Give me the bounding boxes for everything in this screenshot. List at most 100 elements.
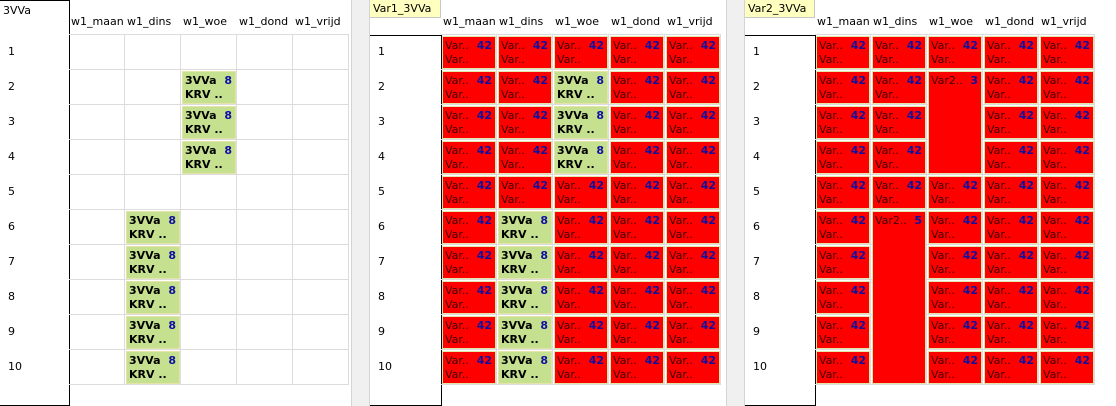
lesson-cell[interactable]: Var.. 42 Var..	[928, 316, 982, 349]
lesson-cell[interactable]: Var.. 42 Var..	[816, 211, 870, 244]
lesson-cell[interactable]: 3VVa 8 KRV ..	[126, 316, 180, 349]
lesson-cell[interactable]: 3VVa 8 KRV ..	[498, 211, 552, 244]
lesson-cell[interactable]: Var2.. 3	[928, 71, 982, 174]
lesson-cell[interactable]: Var.. 42 Var..	[666, 36, 720, 69]
lesson-cell[interactable]: Var.. 42 Var..	[442, 36, 496, 69]
lesson-cell[interactable]: Var.. 42 Var..	[442, 351, 496, 384]
lesson-cell[interactable]: Var.. 42 Var..	[816, 246, 870, 279]
lesson-cell[interactable]: 3VVa 8 KRV ..	[554, 106, 608, 139]
lesson-cell[interactable]: Var.. 42 Var..	[984, 36, 1038, 69]
lesson-cell[interactable]: Var.. 42 Var..	[666, 246, 720, 279]
lesson-cell[interactable]: Var.. 42 Var..	[554, 246, 608, 279]
lesson-cell[interactable]: Var.. 42 Var..	[442, 176, 496, 209]
lesson-cell[interactable]: Var.. 42 Var..	[1040, 246, 1094, 279]
lesson-cell[interactable]: Var.. 42 Var..	[442, 211, 496, 244]
lesson-cell[interactable]: Var.. 42 Var..	[984, 351, 1038, 384]
lesson-cell[interactable]: Var.. 42 Var..	[1040, 106, 1094, 139]
lesson-cell[interactable]: 3VVa 8 KRV ..	[126, 351, 180, 384]
lesson-cell[interactable]: 3VVa 8 KRV ..	[498, 316, 552, 349]
lesson-cell[interactable]: Var.. 42 Var..	[442, 71, 496, 104]
lesson-cell[interactable]: Var.. 42 Var..	[610, 316, 664, 349]
lesson-cell[interactable]: Var.. 42 Var..	[872, 71, 926, 104]
lesson-cell[interactable]: Var.. 42 Var..	[610, 36, 664, 69]
lesson-cell[interactable]: Var.. 42 Var..	[928, 281, 982, 314]
lesson-cell[interactable]: Var.. 42 Var..	[984, 246, 1038, 279]
lesson-cell[interactable]: Var.. 42 Var..	[666, 141, 720, 174]
lesson-cell[interactable]: Var.. 42 Var..	[610, 71, 664, 104]
lesson-cell[interactable]: Var.. 42 Var..	[928, 36, 982, 69]
lesson-cell[interactable]: Var.. 42 Var..	[816, 71, 870, 104]
lesson-cell[interactable]: Var.. 42 Var..	[498, 106, 552, 139]
lesson-cell[interactable]: Var.. 42 Var..	[1040, 176, 1094, 209]
lesson-cell[interactable]: 3VVa 8 KRV ..	[498, 246, 552, 279]
lesson-cell[interactable]: Var.. 42 Var..	[554, 281, 608, 314]
lesson-cell[interactable]: Var.. 42 Var..	[928, 351, 982, 384]
lesson-cell[interactable]: Var.. 42 Var..	[984, 281, 1038, 314]
lesson-cell[interactable]: Var.. 42 Var..	[928, 176, 982, 209]
lesson-cell[interactable]: Var.. 42 Var..	[872, 176, 926, 209]
lesson-cell[interactable]: Var.. 42 Var..	[872, 141, 926, 174]
lesson-cell[interactable]: Var.. 42 Var..	[554, 36, 608, 69]
lesson-cell[interactable]: Var.. 42 Var..	[554, 316, 608, 349]
lesson-cell[interactable]: Var2.. 5	[872, 211, 926, 384]
lesson-cell[interactable]: Var.. 42 Var..	[984, 176, 1038, 209]
lesson-cell[interactable]: Var.. 42 Var..	[666, 351, 720, 384]
lesson-cell[interactable]: Var.. 42 Var..	[554, 176, 608, 209]
lesson-cell[interactable]: Var.. 42 Var..	[984, 316, 1038, 349]
lesson-cell[interactable]: Var.. 42 Var..	[816, 351, 870, 384]
lesson-cell[interactable]: Var.. 42 Var..	[984, 141, 1038, 174]
lesson-cell[interactable]: Var.. 42 Var..	[1040, 141, 1094, 174]
lesson-cell[interactable]: Var.. 42 Var..	[1040, 351, 1094, 384]
lesson-cell[interactable]: Var.. 42 Var..	[816, 281, 870, 314]
lesson-cell[interactable]: Var.. 42 Var..	[666, 71, 720, 104]
lesson-cell[interactable]: Var.. 42 Var..	[984, 211, 1038, 244]
lesson-cell[interactable]: 3VVa 8 KRV ..	[182, 141, 236, 174]
lesson-cell[interactable]: 3VVa 8 KRV ..	[126, 211, 180, 244]
lesson-cell[interactable]: Var.. 42 Var..	[610, 281, 664, 314]
lesson-cell[interactable]: Var.. 42 Var..	[1040, 281, 1094, 314]
lesson-cell[interactable]: Var.. 42 Var..	[610, 106, 664, 139]
lesson-cell[interactable]: 3VVa 8 KRV ..	[498, 281, 552, 314]
lesson-cell[interactable]: Var.. 42 Var..	[816, 36, 870, 69]
lesson-cell[interactable]: 3VVa 8 KRV ..	[554, 71, 608, 104]
lesson-cell[interactable]: Var.. 42 Var..	[554, 211, 608, 244]
lesson-cell[interactable]: Var.. 42 Var..	[610, 176, 664, 209]
lesson-cell[interactable]: 3VVa 8 KRV ..	[126, 246, 180, 279]
lesson-cell[interactable]: Var.. 42 Var..	[666, 316, 720, 349]
lesson-cell[interactable]: Var.. 42 Var..	[872, 36, 926, 69]
lesson-cell[interactable]: Var.. 42 Var..	[816, 106, 870, 139]
lesson-cell[interactable]: Var.. 42 Var..	[928, 211, 982, 244]
lesson-cell[interactable]: 3VVa 8 KRV ..	[182, 106, 236, 139]
lesson-cell[interactable]: Var.. 42 Var..	[872, 106, 926, 139]
lesson-cell[interactable]: 3VVa 8 KRV ..	[498, 351, 552, 384]
lesson-cell[interactable]: Var.. 42 Var..	[1040, 71, 1094, 104]
lesson-cell[interactable]: Var.. 42 Var..	[1040, 36, 1094, 69]
lesson-cell[interactable]: Var.. 42 Var..	[610, 211, 664, 244]
lesson-cell[interactable]: Var.. 42 Var..	[666, 281, 720, 314]
lesson-cell[interactable]: Var.. 42 Var..	[984, 106, 1038, 139]
lesson-cell[interactable]: Var.. 42 Var..	[610, 351, 664, 384]
lesson-cell[interactable]: Var.. 42 Var..	[1040, 316, 1094, 349]
lesson-cell[interactable]: Var.. 42 Var..	[666, 106, 720, 139]
lesson-cell[interactable]: Var.. 42 Var..	[498, 176, 552, 209]
lesson-cell[interactable]: Var.. 42 Var..	[928, 246, 982, 279]
lesson-cell[interactable]: Var.. 42 Var..	[1040, 211, 1094, 244]
lesson-cell[interactable]: 3VVa 8 KRV ..	[554, 141, 608, 174]
lesson-cell[interactable]: Var.. 42 Var..	[666, 176, 720, 209]
lesson-cell[interactable]: Var.. 42 Var..	[610, 246, 664, 279]
lesson-cell[interactable]: Var.. 42 Var..	[816, 176, 870, 209]
lesson-cell[interactable]: Var.. 42 Var..	[442, 246, 496, 279]
lesson-cell[interactable]: Var.. 42 Var..	[816, 316, 870, 349]
lesson-cell[interactable]: Var.. 42 Var..	[442, 106, 496, 139]
lesson-cell[interactable]: Var.. 42 Var..	[442, 281, 496, 314]
lesson-cell[interactable]: Var.. 42 Var..	[554, 351, 608, 384]
lesson-cell[interactable]: Var.. 42 Var..	[498, 71, 552, 104]
lesson-cell[interactable]: Var.. 42 Var..	[610, 141, 664, 174]
lesson-cell[interactable]: Var.. 42 Var..	[498, 141, 552, 174]
lesson-cell[interactable]: Var.. 42 Var..	[442, 141, 496, 174]
lesson-cell[interactable]: Var.. 42 Var..	[816, 141, 870, 174]
lesson-cell[interactable]: 3VVa 8 KRV ..	[182, 71, 236, 104]
lesson-cell[interactable]: Var.. 42 Var..	[666, 211, 720, 244]
lesson-cell[interactable]: 3VVa 8 KRV ..	[126, 281, 180, 314]
lesson-cell[interactable]: Var.. 42 Var..	[984, 71, 1038, 104]
